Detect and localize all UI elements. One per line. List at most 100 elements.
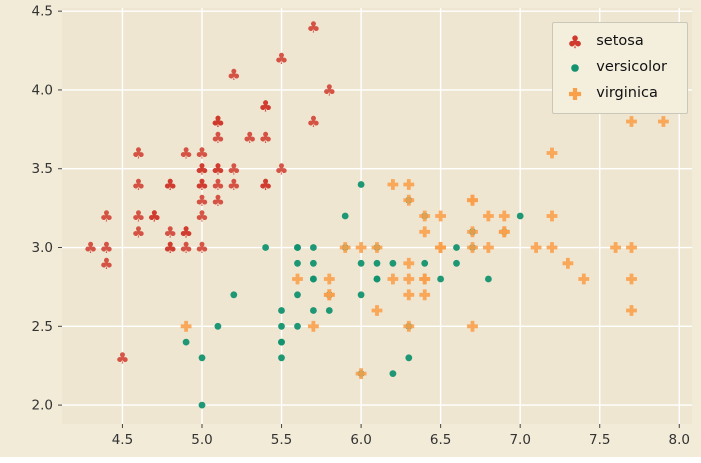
- plus-marker: [403, 194, 415, 206]
- club-marker: ♣: [259, 129, 273, 147]
- plus-marker: [292, 273, 303, 285]
- circle-icon: [564, 59, 586, 77]
- club-marker: ♣: [211, 113, 225, 131]
- plus-marker: [626, 305, 637, 316]
- plus-marker: [419, 210, 431, 222]
- plus-marker: [626, 242, 637, 253]
- plus-marker: [435, 242, 446, 253]
- circle-marker: [310, 307, 317, 314]
- legend-item-virginica: virginica: [564, 82, 667, 106]
- circle-marker: [294, 291, 301, 299]
- circle-marker: [485, 275, 492, 283]
- plus-marker: [403, 257, 415, 269]
- club-marker: ♣: [163, 239, 177, 257]
- plus-marker: [355, 242, 367, 253]
- club-marker: ♣: [259, 97, 273, 115]
- circle-marker: [198, 354, 206, 362]
- club-marker: ♣: [163, 176, 177, 194]
- club-marker: ♣: [306, 18, 320, 36]
- circle-marker: [405, 354, 413, 362]
- club-marker: ♣: [227, 66, 241, 84]
- club-marker: ♣: [195, 192, 209, 210]
- circle-marker: [325, 307, 333, 314]
- plus-marker: [403, 273, 415, 285]
- club-marker: ♣: [131, 208, 145, 226]
- plus-marker: [355, 368, 367, 379]
- plus-marker: [387, 179, 399, 190]
- club-marker: ♣: [211, 113, 225, 131]
- plus-icon: [564, 85, 586, 103]
- y-tick-label: 4.0: [32, 82, 53, 98]
- club-marker: ♣: [179, 239, 193, 257]
- club-marker: ♣: [131, 176, 145, 194]
- plus-marker: [387, 273, 399, 285]
- circle-marker: [437, 275, 444, 283]
- circle-marker: [421, 259, 429, 267]
- club-marker: ♣: [195, 145, 209, 163]
- club-marker: ♣: [100, 239, 114, 257]
- club-marker: ♣: [163, 223, 177, 241]
- circle-marker: [357, 181, 365, 188]
- club-marker: ♣: [195, 160, 209, 178]
- club-marker: ♣: [147, 208, 161, 226]
- circle-marker: [310, 275, 317, 283]
- circle-marker: [389, 259, 397, 267]
- circle-marker: [373, 259, 381, 267]
- legend-label: setosa: [596, 33, 644, 49]
- plus-marker: [419, 273, 431, 285]
- x-tick-label: 7.5: [589, 432, 610, 448]
- club-marker: ♣: [567, 33, 583, 51]
- club-marker: ♣: [100, 255, 114, 273]
- club-marker: ♣: [147, 208, 161, 226]
- club-marker: ♣: [195, 176, 209, 194]
- plus-marker: [308, 320, 319, 332]
- club-marker: ♣: [84, 239, 98, 257]
- plus-marker: [419, 289, 431, 301]
- y-tick-label: 3.5: [32, 161, 53, 177]
- circle-marker: [230, 291, 238, 299]
- plus-marker: [323, 273, 335, 285]
- plus-marker: [546, 210, 558, 222]
- y-tick-label: 2.5: [32, 319, 53, 335]
- circle-marker: [357, 259, 365, 267]
- series-setosa: ♣♣♣♣♣♣♣ ♣♣♣♣♣♣♣♣♣♣♣♣♣♣♣♣♣♣♣♣♣♣♣♣♣♣♣♣♣♣♣♣♣…: [84, 18, 337, 367]
- plus-marker: [562, 257, 574, 269]
- plus-marker: [483, 242, 494, 253]
- x-tick-label: 6.0: [350, 432, 371, 448]
- circle-marker: [453, 244, 460, 251]
- circle-marker: [278, 307, 285, 314]
- circle-marker: [278, 322, 285, 330]
- series-virginica: [180, 116, 669, 379]
- plus-marker: [371, 242, 383, 253]
- legend: ♣ setosa versicolor virginica: [552, 22, 688, 114]
- plus-marker: [483, 210, 494, 222]
- club-marker: ♣: [131, 145, 145, 163]
- plus-marker: [371, 305, 383, 316]
- plus-marker: [180, 320, 192, 332]
- circle-marker: [198, 401, 206, 409]
- plus-marker: [569, 87, 582, 100]
- circle-marker: [357, 291, 365, 299]
- club-marker: ♣: [306, 113, 320, 131]
- circle-marker: [341, 212, 349, 220]
- club-marker: ♣: [163, 176, 177, 194]
- circle-marker: [262, 244, 269, 251]
- club-icon: ♣: [564, 33, 586, 51]
- plus-marker: [323, 289, 335, 301]
- club-marker: ♣: [195, 239, 209, 257]
- club-marker: ♣: [195, 176, 209, 194]
- club-marker: ♣: [163, 239, 177, 257]
- x-tick-label: 8.0: [669, 432, 690, 448]
- circle-marker: [453, 259, 460, 267]
- plus-marker: [403, 179, 415, 190]
- circle-marker: [294, 322, 301, 330]
- legend-item-setosa: ♣ setosa: [564, 30, 667, 54]
- circle-marker: [310, 244, 317, 251]
- plus-marker: [658, 116, 669, 127]
- circle-marker: [278, 338, 285, 346]
- club-marker: ♣: [179, 145, 193, 163]
- plus-marker: [626, 273, 637, 285]
- plus-marker: [467, 194, 478, 206]
- club-marker: ♣: [259, 176, 273, 194]
